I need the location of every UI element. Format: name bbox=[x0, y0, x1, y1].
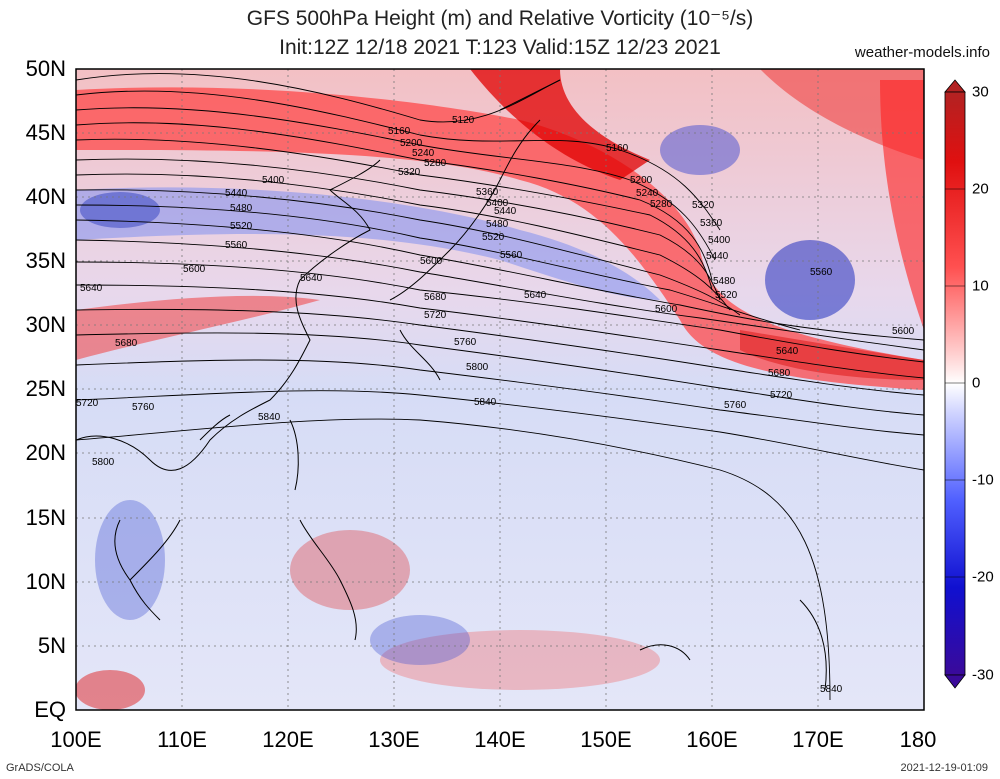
lat-label: 45N bbox=[25, 120, 66, 145]
map-frame bbox=[75, 68, 925, 711]
lon-label: 110E bbox=[157, 727, 207, 752]
contour-label: 5400 bbox=[486, 198, 509, 209]
contour-label: 5840 bbox=[474, 397, 497, 408]
credit-right: 2021-12-19-01:09 bbox=[900, 762, 988, 774]
contour-label: 5640 bbox=[300, 273, 323, 284]
map-title: GFS 500hPa Height (m) and Relative Vorti… bbox=[246, 7, 754, 30]
map-subtitle: Init:12Z 12/18 2021 T:123 Valid:15Z 12/2… bbox=[279, 36, 721, 59]
lat-label: 15N bbox=[25, 505, 66, 530]
lon-label: 140E bbox=[474, 727, 526, 752]
contour-labels: 5160 5200 5240 5280 5320 5360 5400 5440 … bbox=[76, 115, 915, 695]
contour-label: 5600 bbox=[655, 304, 678, 315]
contour-label: 5640 bbox=[80, 283, 103, 294]
colorbar-label: 20 bbox=[972, 180, 989, 198]
contour-label: 5280 bbox=[424, 158, 447, 169]
contour-label: 5240 bbox=[636, 188, 659, 199]
lat-label: 50N bbox=[25, 56, 66, 81]
contour-label: 5680 bbox=[115, 338, 138, 349]
lat-label: 30N bbox=[25, 312, 66, 337]
contour-label: 5480 bbox=[486, 219, 509, 230]
lat-label: 5N bbox=[37, 633, 66, 658]
contour-label: 5400 bbox=[708, 235, 731, 246]
lat-label: 25N bbox=[25, 376, 66, 401]
contour-label: 5800 bbox=[92, 457, 115, 468]
colorbar-label: -10 bbox=[972, 471, 994, 489]
contour-label: 5440 bbox=[225, 188, 248, 199]
contour-label: 5400 bbox=[262, 175, 285, 186]
lon-label: 130E bbox=[368, 727, 420, 752]
contour-label: 5680 bbox=[768, 368, 791, 379]
contour-label: 5560 bbox=[225, 240, 248, 251]
contour-label: 5520 bbox=[230, 221, 253, 232]
contour-label: 5200 bbox=[400, 138, 423, 149]
lat-label: 40N bbox=[25, 184, 66, 209]
lon-label: 120E bbox=[262, 727, 314, 752]
contour-label: 5720 bbox=[770, 390, 793, 401]
contour-label: 5720 bbox=[76, 398, 99, 409]
contour-label: 5200 bbox=[630, 175, 653, 186]
contour-label: 5600 bbox=[183, 264, 206, 275]
contour-label: 5840 bbox=[258, 412, 281, 423]
lat-label: EQ bbox=[34, 697, 66, 722]
contour-label: 5440 bbox=[706, 251, 729, 262]
lon-label: 100E bbox=[50, 727, 102, 752]
contour-label: 5760 bbox=[724, 400, 747, 411]
height-contours bbox=[76, 73, 924, 701]
colorbar-label: -30 bbox=[972, 666, 994, 684]
colorbar-label: 0 bbox=[972, 374, 981, 392]
contour-label: 5320 bbox=[692, 200, 715, 211]
colorbar bbox=[944, 79, 966, 689]
contour-label: 5640 bbox=[776, 346, 799, 357]
contour-label: 5440 bbox=[494, 206, 517, 217]
contour-label: 5600 bbox=[420, 256, 443, 267]
contour-label: 5760 bbox=[454, 337, 477, 348]
lon-label: 180 bbox=[899, 727, 937, 752]
contour-label: 5120 bbox=[452, 115, 475, 126]
credit-left: GrADS/COLA bbox=[6, 762, 74, 774]
contour-label: 5800 bbox=[466, 362, 489, 373]
contour-label: 5680 bbox=[424, 292, 447, 303]
contour-label: 5760 bbox=[132, 402, 155, 413]
contour-label: 5480 bbox=[713, 276, 736, 287]
contour-label: 5480 bbox=[230, 203, 253, 214]
contour-label: 5320 bbox=[398, 167, 421, 178]
contour-label: 5520 bbox=[482, 232, 505, 243]
lat-label: 20N bbox=[25, 440, 66, 465]
lon-label: 160E bbox=[686, 727, 738, 752]
contour-label: 5360 bbox=[700, 218, 723, 229]
lon-label: 150E bbox=[580, 727, 632, 752]
contour-label: 5640 bbox=[524, 290, 547, 301]
vorticity-field bbox=[76, 69, 924, 710]
lat-label: 35N bbox=[25, 248, 66, 273]
lat-label: 10N bbox=[25, 569, 66, 594]
colorbar-label: 10 bbox=[972, 277, 989, 295]
contour-label: 5600 bbox=[892, 326, 915, 337]
graticule bbox=[76, 69, 924, 710]
contour-label: 5560 bbox=[500, 250, 523, 261]
coastlines bbox=[76, 79, 827, 691]
colorbar-label: 30 bbox=[972, 83, 989, 101]
contour-label: 5840 bbox=[820, 684, 843, 695]
contour-label: 5240 bbox=[412, 148, 435, 159]
contour-label: 5160 bbox=[388, 126, 411, 137]
contour-label: 5520 bbox=[715, 290, 738, 301]
site-label: weather-models.info bbox=[854, 44, 990, 61]
lon-label: 170E bbox=[792, 727, 844, 752]
contour-label: 5160 bbox=[606, 143, 629, 154]
contour-label: 5720 bbox=[424, 310, 447, 321]
colorbar-label: -20 bbox=[972, 568, 994, 586]
contour-label: 5560 bbox=[810, 267, 833, 278]
contour-label: 5360 bbox=[476, 187, 499, 198]
contour-label: 5280 bbox=[650, 199, 673, 210]
